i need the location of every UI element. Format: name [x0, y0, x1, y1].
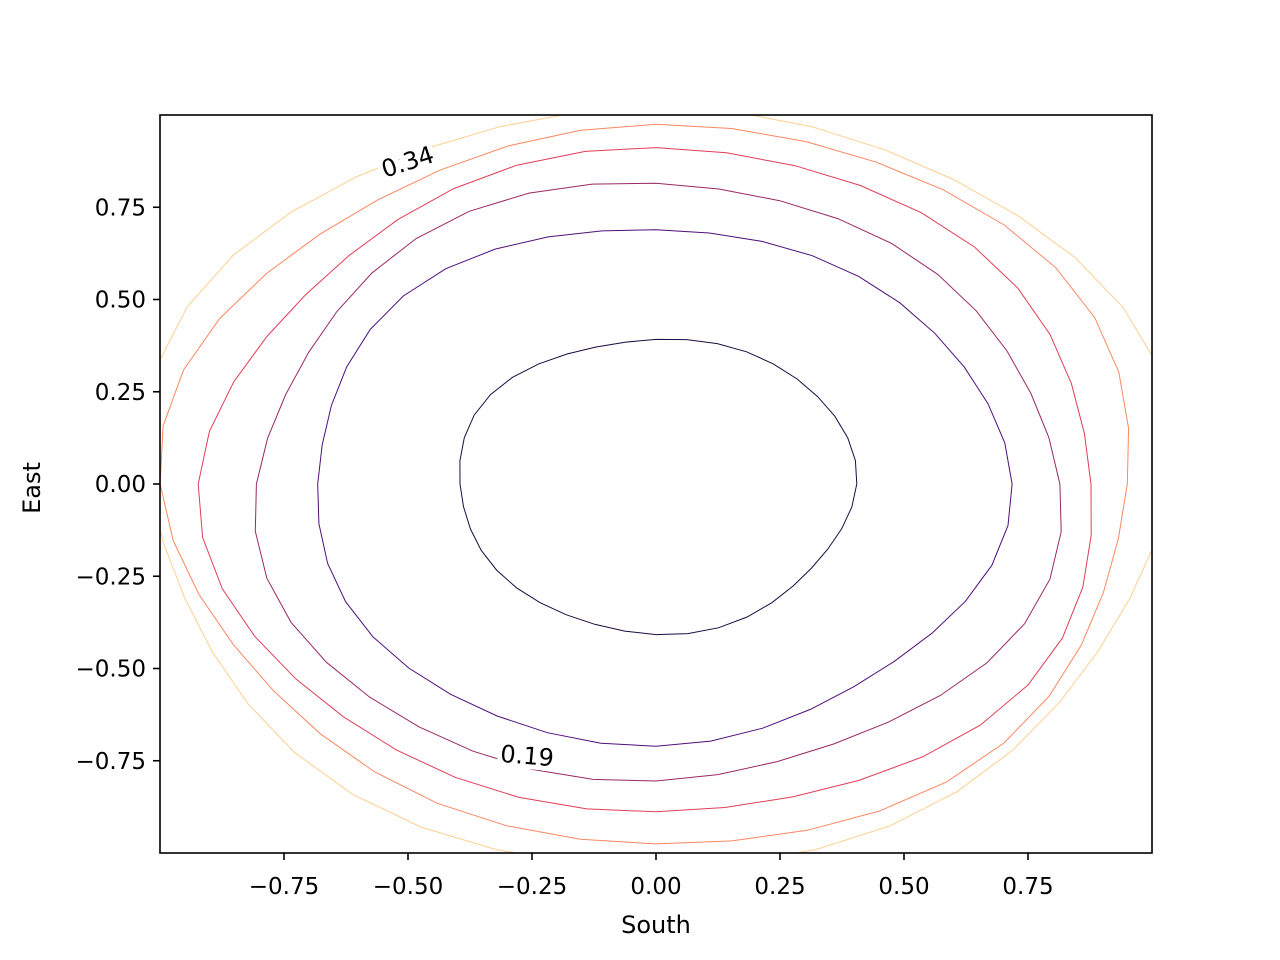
x-tick-label: 0.75 — [1002, 874, 1053, 900]
y-tick-label: 0.00 — [95, 472, 146, 498]
x-tick-label: 0.00 — [630, 874, 681, 900]
plot-frame — [159, 114, 1153, 854]
contour-labels: 0.34 0.19 — [373, 135, 560, 777]
y-tick-label: −0.25 — [76, 564, 146, 590]
contour-line-5 — [160, 115, 1152, 853]
contour-line-4 — [160, 123, 1130, 845]
x-axis-ticks: −0.75 −0.50 −0.25 0.00 0.25 0.50 0.75 — [249, 853, 1054, 900]
x-tick-label: 0.50 — [878, 874, 929, 900]
y-tick-label: 0.25 — [95, 380, 146, 406]
contour-line-3 — [197, 147, 1092, 813]
contour-line-2 — [254, 182, 1062, 782]
contour-label-1: 0.19 — [499, 740, 555, 773]
x-tick-label: 0.25 — [754, 874, 805, 900]
contour-line-1 — [317, 229, 1013, 747]
x-axis-label: South — [621, 911, 691, 939]
y-tick-label: −0.50 — [76, 657, 146, 683]
x-tick-label: −0.75 — [249, 874, 319, 900]
x-tick-label: −0.25 — [497, 874, 567, 900]
contour-lines — [160, 115, 1152, 853]
contour-line-0 — [459, 338, 858, 636]
y-tick-label: 0.75 — [95, 195, 146, 221]
y-tick-label: −0.75 — [76, 749, 146, 775]
y-axis-label: East — [18, 462, 46, 514]
contour-label-0: 0.34 — [378, 140, 437, 183]
y-tick-label: 0.50 — [95, 288, 146, 314]
x-tick-label: −0.50 — [373, 874, 443, 900]
y-axis-ticks: −0.75 −0.50 −0.25 0.00 0.25 0.50 0.75 — [76, 195, 160, 775]
